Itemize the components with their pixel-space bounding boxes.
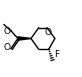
Text: O: O [3,27,10,36]
Text: O: O [44,28,51,37]
Polygon shape [18,37,31,40]
Text: O: O [3,43,10,52]
Text: F: F [54,50,59,59]
